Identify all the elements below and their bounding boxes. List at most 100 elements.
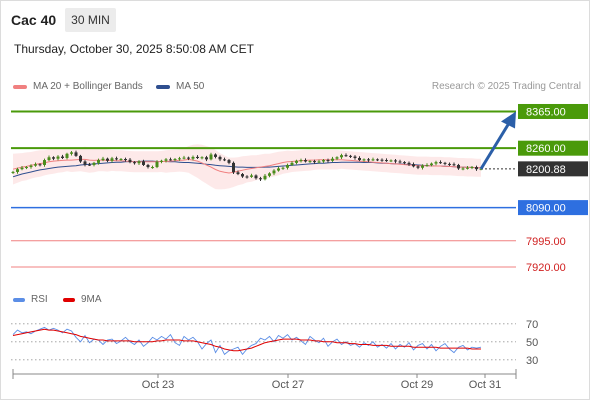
rsi-swatch <box>13 297 25 302</box>
level-label-5: 7920.00 <box>526 262 566 274</box>
candle <box>173 157 177 162</box>
candle-body <box>74 152 78 156</box>
candle-body <box>43 160 46 165</box>
legend-rsi: RSI <box>13 294 48 305</box>
candle <box>245 175 249 179</box>
candle-body <box>169 159 172 161</box>
level-label-2: 8200.88 <box>526 164 566 176</box>
candle <box>160 159 163 164</box>
x-tick-label-2: Oct 29 <box>401 379 433 391</box>
candle-body <box>250 175 253 177</box>
candle-body <box>83 161 87 165</box>
candle-body <box>214 154 217 157</box>
legend-ma50: MA 50 <box>156 81 204 92</box>
candle <box>277 166 280 172</box>
candle <box>187 156 190 161</box>
candle-body <box>425 164 429 166</box>
candle <box>385 158 388 162</box>
candle-body <box>164 159 168 161</box>
candle-body <box>218 156 222 160</box>
candle-body <box>461 168 465 170</box>
candle-body <box>439 162 442 164</box>
rsi-tick-label-2: 30 <box>526 355 538 367</box>
candle-body <box>209 154 213 160</box>
candle-body <box>200 157 204 159</box>
timeframe-button[interactable]: 30 MIN <box>65 8 116 32</box>
candle <box>88 162 91 167</box>
level-label-box-3 <box>518 200 588 216</box>
candle <box>227 159 231 165</box>
candle-body <box>335 157 339 159</box>
candle <box>61 154 64 160</box>
candle <box>97 158 100 165</box>
candle <box>29 164 33 169</box>
ma20-line <box>12 158 481 174</box>
candle <box>475 165 478 171</box>
candle-body <box>403 162 406 164</box>
candle-body <box>128 159 132 163</box>
ma20-swatch <box>13 84 27 89</box>
candle-body <box>227 160 231 163</box>
candle <box>133 161 136 165</box>
candle-body <box>362 159 366 161</box>
candle <box>25 166 28 170</box>
candle-body <box>367 159 370 161</box>
candle-body <box>340 155 343 158</box>
candle-body <box>142 161 145 165</box>
candle <box>232 161 235 175</box>
candle <box>20 166 24 171</box>
candle-body <box>290 162 294 165</box>
candle <box>236 170 240 176</box>
candle <box>164 157 168 163</box>
candle-body <box>97 160 100 163</box>
candle-body <box>178 158 181 160</box>
candle <box>362 158 366 162</box>
legend-9ma: 9MA <box>63 294 102 305</box>
candle-body <box>155 161 159 168</box>
candle-body <box>151 167 154 169</box>
candle <box>155 160 159 169</box>
candle-body <box>47 157 51 161</box>
candle <box>335 156 339 161</box>
candle <box>295 159 298 165</box>
candle <box>448 162 451 167</box>
candle-body <box>88 164 91 166</box>
candle <box>124 157 127 162</box>
level-label-4: 7995.00 <box>526 236 566 248</box>
target-arrow-shaft <box>479 120 512 170</box>
candle <box>11 170 15 175</box>
candle <box>371 157 375 162</box>
rsi-series-9ma <box>12 328 481 352</box>
candle-body <box>299 160 303 162</box>
candle-body <box>452 164 456 166</box>
candle <box>56 155 60 161</box>
candle <box>223 157 226 162</box>
candle <box>151 165 154 169</box>
candle-body <box>34 164 37 166</box>
candle-body <box>16 169 19 172</box>
candle-body <box>470 167 474 169</box>
candle <box>407 161 411 167</box>
credit-text: Research © 2025 Trading Central <box>431 81 581 92</box>
candle <box>52 156 55 161</box>
level-label-3: 8090.00 <box>526 203 566 215</box>
candle <box>146 163 150 169</box>
candle <box>331 156 334 162</box>
candle <box>421 164 424 170</box>
candle <box>196 155 199 160</box>
candle-body <box>106 158 109 161</box>
candle <box>209 152 213 161</box>
candle-body <box>394 160 397 162</box>
candle-body <box>344 155 348 157</box>
x-tick-label-1: Oct 27 <box>272 379 304 391</box>
candle-body <box>254 175 258 179</box>
candle-body <box>182 157 186 159</box>
candle-body <box>443 162 447 164</box>
candle-body <box>101 158 105 161</box>
candle <box>200 156 204 160</box>
candle-body <box>304 160 307 162</box>
rsi-series-rsi <box>12 326 482 356</box>
candle <box>340 153 343 160</box>
candle <box>83 160 87 167</box>
